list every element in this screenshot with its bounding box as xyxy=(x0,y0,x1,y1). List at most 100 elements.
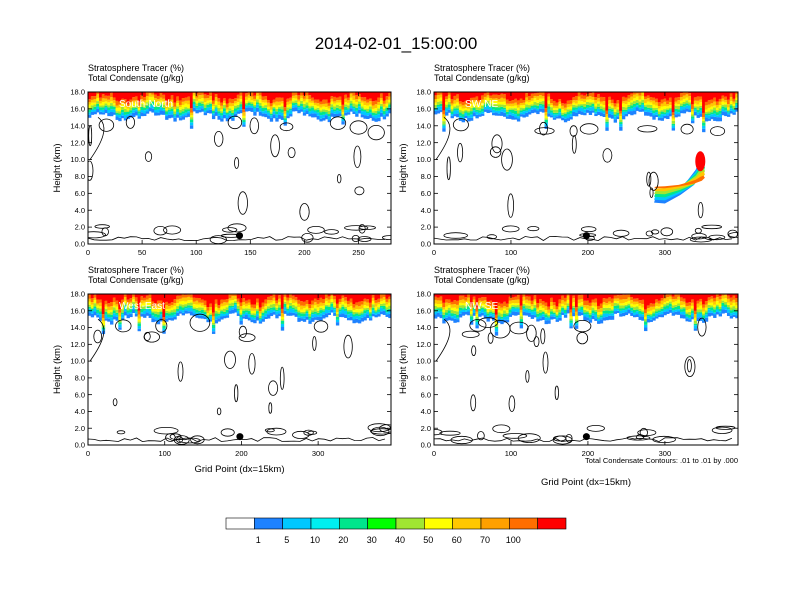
tracer-cell xyxy=(605,119,609,122)
tracer-cell xyxy=(159,314,163,318)
tracer-cell xyxy=(330,295,334,299)
tracer-cell xyxy=(710,298,714,303)
tracer-cell xyxy=(718,113,723,118)
tracer-cell xyxy=(217,318,221,322)
colorbar-swatch xyxy=(282,517,312,530)
tracer-cell xyxy=(267,112,271,116)
tracer-cell xyxy=(225,111,230,113)
tracer-cell xyxy=(374,311,378,313)
tracer-cell xyxy=(630,300,634,304)
tracer-cell xyxy=(696,114,700,118)
tracer-cell xyxy=(586,317,590,321)
tracer-cell xyxy=(464,100,468,105)
tracer-cell xyxy=(478,92,482,101)
tracer-cell xyxy=(453,92,457,96)
tracer-cell xyxy=(269,304,274,308)
tracer-cell xyxy=(514,102,518,106)
tracer-cell xyxy=(649,112,653,117)
tracer-cell xyxy=(729,103,734,106)
tracer-cell xyxy=(200,94,205,99)
tracer-cell xyxy=(322,314,326,319)
tracer-cell xyxy=(652,313,656,317)
tracer-cell xyxy=(508,307,512,310)
tracer-cell xyxy=(671,310,676,313)
tracer-shading xyxy=(434,92,738,133)
contour-line xyxy=(450,435,473,445)
tracer-cell xyxy=(702,119,706,121)
tracer-cell xyxy=(500,294,504,304)
tracer-cell xyxy=(456,317,460,320)
tracer-cell xyxy=(184,92,188,98)
x-tick-label: 0 xyxy=(432,248,436,257)
tracer-cell xyxy=(319,305,323,308)
contour-line xyxy=(626,435,651,441)
tracer-cell xyxy=(104,311,108,315)
tracer-cell xyxy=(608,313,612,316)
tracer-cell xyxy=(657,310,662,313)
tracer-cell xyxy=(294,313,298,317)
tracer-cell xyxy=(605,123,609,128)
tracer-cell xyxy=(176,106,180,109)
tracer-cell xyxy=(382,116,387,120)
tracer-cell xyxy=(280,97,285,102)
tracer-cell xyxy=(121,109,125,113)
tracer-cell xyxy=(718,92,723,99)
tracer-cell xyxy=(319,302,323,306)
tracer-cell xyxy=(555,294,559,307)
tracer-cell xyxy=(718,313,723,317)
tracer-cell xyxy=(566,100,571,105)
tracer-cell xyxy=(275,114,279,118)
tracer-cell xyxy=(630,111,634,116)
tracer-cell xyxy=(200,105,205,109)
tracer-cell xyxy=(382,103,387,107)
tracer-cell xyxy=(641,96,645,100)
tracer-cell xyxy=(145,295,150,300)
tracer-cell xyxy=(302,311,307,314)
tracer-cell xyxy=(220,294,224,300)
tracer-cell xyxy=(627,92,631,95)
tracer-cell xyxy=(132,309,136,314)
tracer-cell xyxy=(442,124,446,126)
tracer-cell xyxy=(492,112,496,116)
tracer-cell xyxy=(514,296,518,300)
tracer-cell xyxy=(555,116,559,119)
tracer-cell xyxy=(286,297,290,301)
tracer-cell xyxy=(726,294,731,296)
tracer-cell xyxy=(184,306,188,309)
tracer-cell xyxy=(368,104,373,107)
tracer-cell xyxy=(151,294,155,302)
tracer-cell xyxy=(663,302,667,305)
tracer-cell xyxy=(99,111,103,115)
tracer-cell xyxy=(236,298,241,302)
tracer-cell xyxy=(497,319,501,323)
tracer-cell xyxy=(688,109,692,113)
tracer-cell xyxy=(165,110,169,112)
tracer-cell xyxy=(533,93,537,96)
tracer-cell xyxy=(726,109,731,112)
tracer-cell xyxy=(371,92,376,102)
tracer-cell xyxy=(630,96,634,101)
tracer-cell xyxy=(724,309,728,313)
tracer-cell xyxy=(638,308,642,311)
tracer-cell xyxy=(525,312,529,316)
tracer-cell xyxy=(118,113,122,115)
tracer-cell xyxy=(442,294,446,303)
tracer-cell xyxy=(121,112,125,116)
tracer-cell xyxy=(200,103,205,106)
contour-line xyxy=(486,234,498,240)
tracer-cell xyxy=(250,314,254,318)
tracer-cell xyxy=(99,109,103,112)
tracer-cell xyxy=(508,92,512,102)
tracer-cell xyxy=(313,108,318,111)
tracer-cell xyxy=(107,294,111,304)
tracer-cell xyxy=(233,113,238,117)
tracer-cell xyxy=(597,111,601,116)
contour-line xyxy=(266,427,287,436)
tracer-cell xyxy=(679,97,684,101)
tracer-cell xyxy=(154,112,158,116)
tracer-cell xyxy=(530,98,535,101)
tracer-cell xyxy=(472,309,477,313)
tracer-cell xyxy=(250,96,254,101)
tracer-cell xyxy=(544,320,548,325)
tracer-cell xyxy=(503,313,507,317)
